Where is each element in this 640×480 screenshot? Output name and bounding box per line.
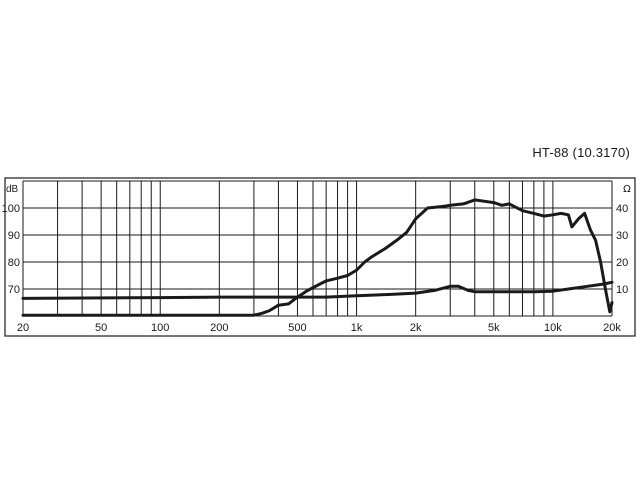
left-axis-unit: dB [6, 184, 19, 195]
right-tick-label: 20 [616, 257, 628, 269]
left-tick-label: 80 [8, 257, 20, 269]
left-tick-label: 100 [2, 203, 20, 215]
x-tick-label: 100 [151, 322, 169, 334]
chart-frame [4, 177, 636, 337]
right-tick-label: 30 [616, 230, 628, 242]
x-tick-label: 2k [410, 322, 422, 334]
right-tick-label: 10 [616, 284, 628, 296]
impedance-series-line [21, 280, 614, 300]
x-tick-label: 5k [488, 322, 500, 334]
right-axis-unit: Ω [623, 184, 631, 195]
spl-series-line [21, 198, 614, 317]
x-tick-label: 500 [288, 322, 306, 334]
x-tick-label: 50 [95, 322, 107, 334]
x-tick-label: 10k [544, 322, 562, 334]
left-tick-label: 70 [8, 284, 20, 296]
x-tick-label: 20k [603, 322, 621, 334]
left-tick-label: 90 [8, 230, 20, 242]
chart-title: HT-88 (10.3170) [532, 145, 630, 160]
x-tick-label: 20 [17, 322, 29, 334]
x-tick-label: 1k [351, 322, 363, 334]
right-tick-label: 40 [616, 203, 628, 215]
x-tick-label: 200 [210, 322, 228, 334]
